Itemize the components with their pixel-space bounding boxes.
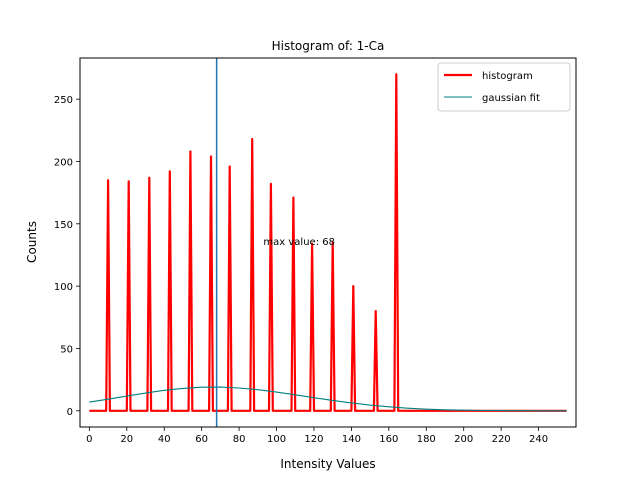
legend-label-histogram: histogram [482, 71, 533, 82]
chart-title: Histogram of: 1-Ca [272, 39, 385, 53]
y-tick-label: 0 [67, 407, 73, 418]
x-tick-label: 20 [120, 434, 133, 445]
y-axis-label: Counts [25, 221, 39, 263]
x-axis: 0 20 40 60 80 100 120 140 160 180 200 220 240 [86, 427, 548, 445]
axes-frame [79, 57, 577, 428]
legend-label-gaussian-fit: gaussian fit [482, 93, 540, 104]
x-tick-label: 0 [86, 434, 92, 445]
x-tick-label: 60 [195, 434, 208, 445]
x-tick-label: 100 [267, 434, 286, 445]
plot-area: max value: 68 [89, 58, 567, 427]
max-value-annotation: max value: 68 [263, 237, 335, 248]
y-axis: 0 50 100 150 200 250 [54, 95, 80, 418]
series-line-histogram [89, 73, 567, 412]
y-tick-label: 150 [54, 220, 73, 231]
x-tick-label: 240 [529, 434, 548, 445]
x-tick-label: 180 [417, 434, 436, 445]
x-tick-label: 200 [454, 434, 473, 445]
y-tick-label: 250 [54, 95, 73, 106]
x-tick-label: 120 [304, 434, 323, 445]
x-tick-label: 220 [492, 434, 511, 445]
y-tick-label: 50 [60, 344, 73, 355]
x-axis-label: Intensity Values [280, 457, 375, 471]
series-line-gaussian-fit [89, 386, 567, 412]
y-tick-label: 200 [54, 157, 73, 168]
y-tick-label: 100 [54, 282, 73, 293]
x-tick-label: 40 [158, 434, 171, 445]
x-tick-label: 160 [379, 434, 398, 445]
x-tick-label: 140 [342, 434, 361, 445]
x-tick-label: 80 [233, 434, 246, 445]
legend: histogram gaussian fit [437, 62, 571, 112]
